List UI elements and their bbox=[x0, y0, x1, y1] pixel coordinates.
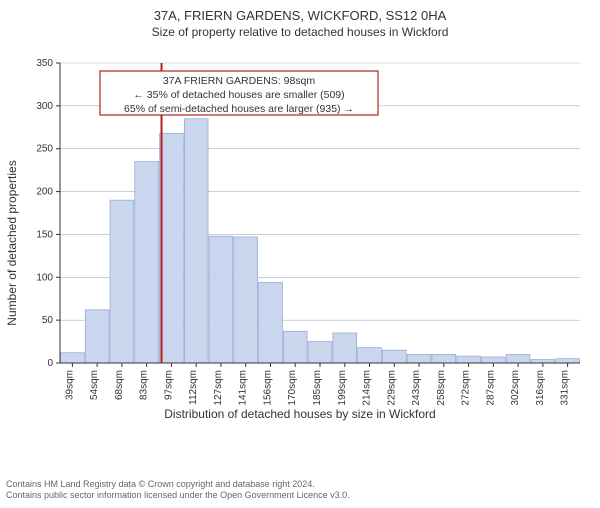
histogram-svg: 0 50 100 150 200 250 300 350 39sqm 54sqm 68sqm 83sq… bbox=[0, 53, 600, 405]
svg-text:83sqm: 83sqm bbox=[139, 370, 150, 400]
svg-text:200: 200 bbox=[36, 187, 53, 198]
svg-text:229sqm: 229sqm bbox=[386, 370, 397, 405]
svg-text:199sqm: 199sqm bbox=[337, 370, 348, 405]
svg-text:0: 0 bbox=[47, 358, 53, 369]
svg-text:302sqm: 302sqm bbox=[510, 370, 521, 405]
x-axis-label: Distribution of detached houses by size … bbox=[0, 407, 600, 421]
annotation-line-1: 37A FRIERN GARDENS: 98sqm bbox=[104, 74, 374, 88]
svg-text:185sqm: 185sqm bbox=[312, 370, 323, 405]
svg-text:141sqm: 141sqm bbox=[238, 370, 249, 405]
svg-text:331sqm: 331sqm bbox=[560, 370, 571, 405]
svg-text:112sqm: 112sqm bbox=[188, 370, 199, 405]
svg-text:300: 300 bbox=[36, 101, 53, 112]
svg-text:156sqm: 156sqm bbox=[262, 370, 273, 405]
annotation-box: 37A FRIERN GARDENS: 98sqm← 35% of detach… bbox=[100, 71, 378, 115]
svg-text:150: 150 bbox=[36, 229, 53, 240]
svg-text:50: 50 bbox=[42, 315, 54, 326]
chart-subtitle: Size of property relative to detached ho… bbox=[0, 25, 600, 39]
svg-text:214sqm: 214sqm bbox=[362, 370, 373, 405]
svg-text:272sqm: 272sqm bbox=[461, 370, 472, 405]
svg-text:127sqm: 127sqm bbox=[213, 370, 224, 405]
svg-text:100: 100 bbox=[36, 272, 53, 283]
svg-text:250: 250 bbox=[36, 144, 53, 155]
svg-text:287sqm: 287sqm bbox=[485, 370, 496, 405]
svg-text:170sqm: 170sqm bbox=[287, 370, 298, 405]
svg-text:316sqm: 316sqm bbox=[535, 370, 546, 405]
svg-text:39sqm: 39sqm bbox=[64, 370, 75, 400]
annotation-line-3: 65% of semi-detached houses are larger (… bbox=[104, 102, 374, 115]
chart-area: Number of detached properties 0 50 100 150 2… bbox=[0, 53, 600, 433]
annotation-line-2: ← 35% of detached houses are smaller (50… bbox=[104, 88, 374, 102]
chart-title: 37A, FRIERN GARDENS, WICKFORD, SS12 0HA bbox=[0, 8, 600, 23]
footer-attribution: Contains HM Land Registry data © Crown c… bbox=[6, 479, 350, 502]
svg-text:243sqm: 243sqm bbox=[411, 370, 422, 405]
y-axis-label: Number of detached properties bbox=[5, 143, 19, 343]
svg-text:54sqm: 54sqm bbox=[89, 370, 100, 400]
footer-line-2: Contains public sector information licen… bbox=[6, 490, 350, 502]
svg-text:258sqm: 258sqm bbox=[436, 370, 447, 405]
svg-text:68sqm: 68sqm bbox=[114, 370, 125, 400]
svg-text:97sqm: 97sqm bbox=[163, 370, 174, 400]
footer-line-1: Contains HM Land Registry data © Crown c… bbox=[6, 479, 350, 491]
svg-text:350: 350 bbox=[36, 58, 53, 69]
